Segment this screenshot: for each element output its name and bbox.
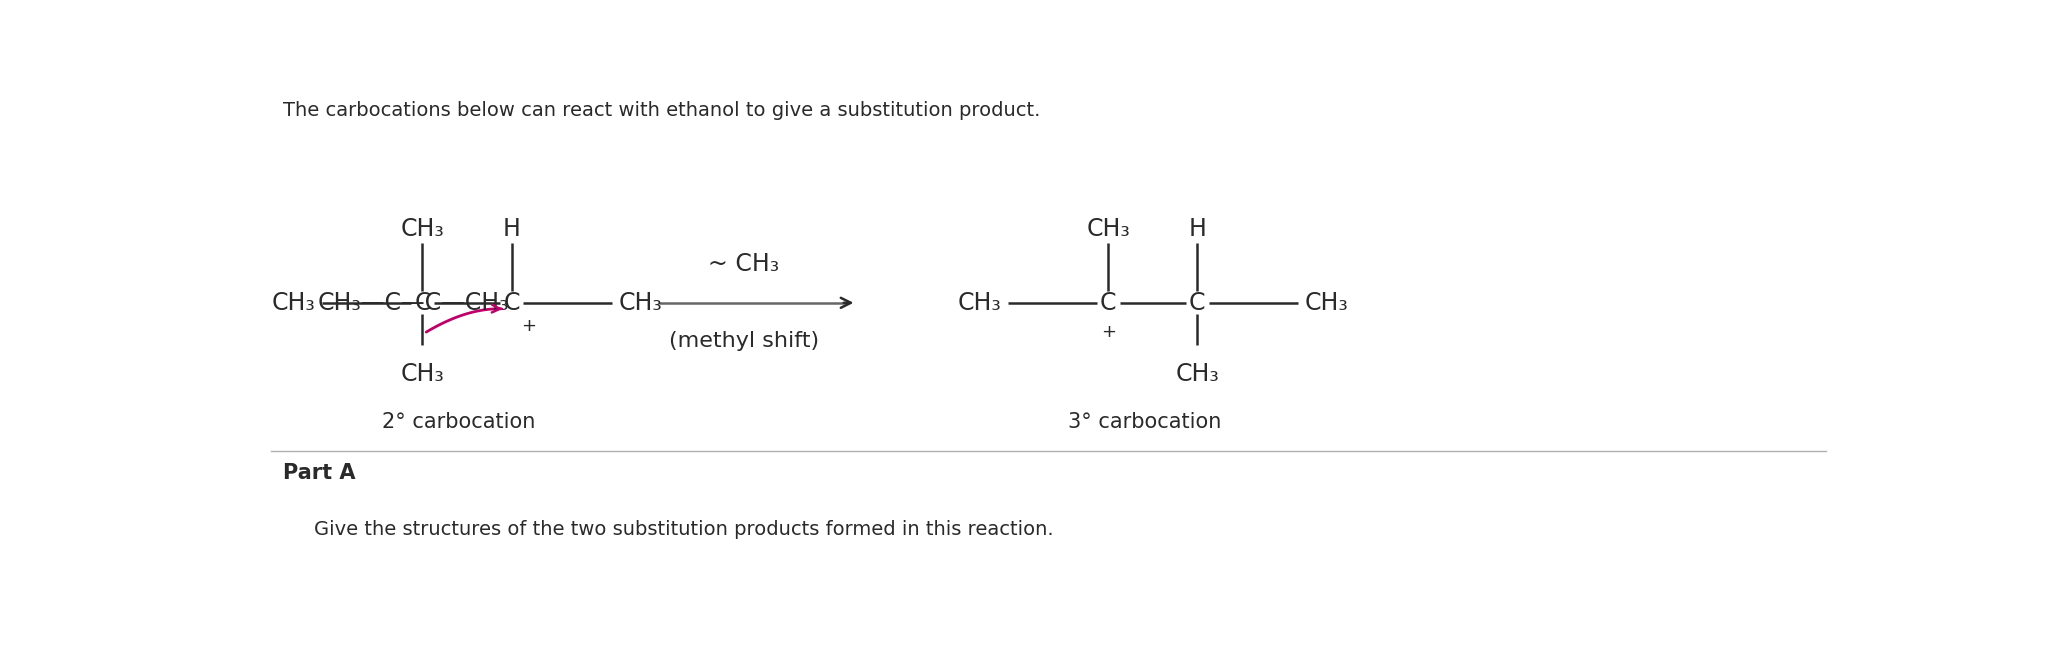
Text: H: H — [1189, 217, 1207, 241]
Text: CH₃: CH₃ — [958, 291, 1000, 315]
Text: ~ CH₃: ~ CH₃ — [708, 252, 780, 276]
Text: C: C — [413, 291, 430, 315]
Text: CH₃—C—C—CH₃: CH₃—C—C—CH₃ — [317, 291, 509, 315]
Text: CH₃: CH₃ — [1305, 291, 1348, 315]
Text: CH₃: CH₃ — [1176, 363, 1219, 387]
Text: Give the structures of the two substitution products formed in this reaction.: Give the structures of the two substitut… — [313, 520, 1054, 539]
Text: +: + — [1101, 323, 1115, 341]
Text: 2° carbocation: 2° carbocation — [383, 412, 536, 432]
Text: CH₃: CH₃ — [401, 217, 444, 241]
Text: C: C — [1101, 291, 1117, 315]
Text: C: C — [503, 291, 520, 315]
Text: CH₃: CH₃ — [272, 291, 315, 315]
Text: CH₃: CH₃ — [1086, 217, 1129, 241]
Text: +: + — [522, 317, 536, 335]
Text: CH₃: CH₃ — [618, 291, 663, 315]
Text: H: H — [503, 217, 520, 241]
Text: The carbocations below can react with ethanol to give a substitution product.: The carbocations below can react with et… — [282, 101, 1039, 120]
Text: C: C — [1189, 291, 1205, 315]
Text: (methyl shift): (methyl shift) — [669, 331, 818, 351]
Text: CH₃: CH₃ — [401, 363, 444, 387]
Text: Part A: Part A — [282, 463, 356, 483]
Text: 3° carbocation: 3° carbocation — [1068, 412, 1221, 432]
